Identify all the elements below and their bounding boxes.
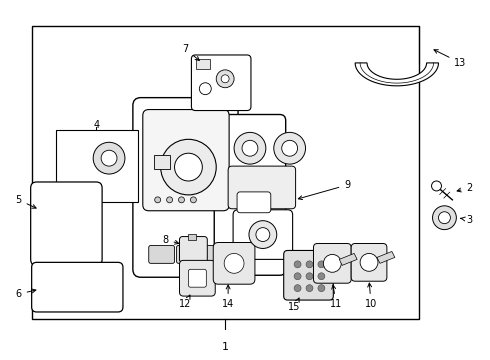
FancyBboxPatch shape [314,243,351,283]
Circle shape [306,285,313,292]
Circle shape [221,75,229,83]
Circle shape [178,197,184,203]
Circle shape [318,261,325,268]
Circle shape [199,83,211,95]
Circle shape [155,197,161,203]
Text: 7: 7 [182,44,199,60]
Bar [154,155,170,169]
Text: 12: 12 [179,295,192,309]
FancyBboxPatch shape [143,109,229,211]
Text: 2: 2 [457,183,472,193]
Circle shape [161,139,216,195]
Circle shape [318,273,325,280]
FancyBboxPatch shape [233,210,293,260]
Circle shape [294,273,301,280]
Circle shape [274,132,306,164]
Polygon shape [377,251,395,264]
Polygon shape [196,59,210,69]
Text: 4: 4 [93,121,99,130]
FancyBboxPatch shape [133,98,238,277]
Circle shape [318,285,325,292]
Circle shape [101,150,117,166]
Text: 8: 8 [163,234,179,244]
Bar [225,125,280,264]
FancyBboxPatch shape [213,243,255,284]
Circle shape [323,255,341,272]
Circle shape [242,140,258,156]
FancyBboxPatch shape [149,246,174,264]
Text: 15: 15 [289,298,301,312]
Circle shape [216,70,234,88]
Bar [56,130,138,202]
Circle shape [234,132,266,164]
Text: 1: 1 [221,342,229,352]
Polygon shape [339,253,357,265]
FancyBboxPatch shape [179,237,207,262]
Circle shape [294,261,301,268]
Circle shape [306,273,313,280]
Circle shape [294,285,301,292]
Circle shape [282,140,297,156]
FancyBboxPatch shape [214,114,286,275]
FancyBboxPatch shape [176,246,202,264]
Circle shape [360,253,378,271]
Text: 11: 11 [330,285,343,309]
Circle shape [93,142,125,174]
Circle shape [432,181,441,191]
Bar [32,26,418,319]
FancyBboxPatch shape [237,192,271,213]
Text: 9: 9 [298,180,350,199]
FancyBboxPatch shape [228,166,295,209]
Circle shape [174,153,202,181]
Circle shape [224,253,244,273]
Text: 10: 10 [365,283,377,309]
Circle shape [306,261,313,268]
Circle shape [439,212,450,224]
Circle shape [256,228,270,242]
FancyBboxPatch shape [192,55,251,111]
FancyBboxPatch shape [204,246,230,264]
Circle shape [191,197,196,203]
Text: 6: 6 [16,289,36,299]
Circle shape [249,221,277,248]
FancyBboxPatch shape [179,260,215,296]
Circle shape [433,206,456,230]
Polygon shape [355,63,439,86]
FancyBboxPatch shape [351,243,387,281]
FancyBboxPatch shape [189,269,206,287]
Circle shape [167,197,172,203]
FancyBboxPatch shape [31,182,102,265]
Text: 3: 3 [461,215,472,225]
FancyBboxPatch shape [32,262,123,312]
Text: 5: 5 [16,195,36,208]
Text: 14: 14 [222,285,234,309]
Polygon shape [189,234,196,239]
FancyBboxPatch shape [284,251,333,300]
Text: 13: 13 [434,50,466,68]
